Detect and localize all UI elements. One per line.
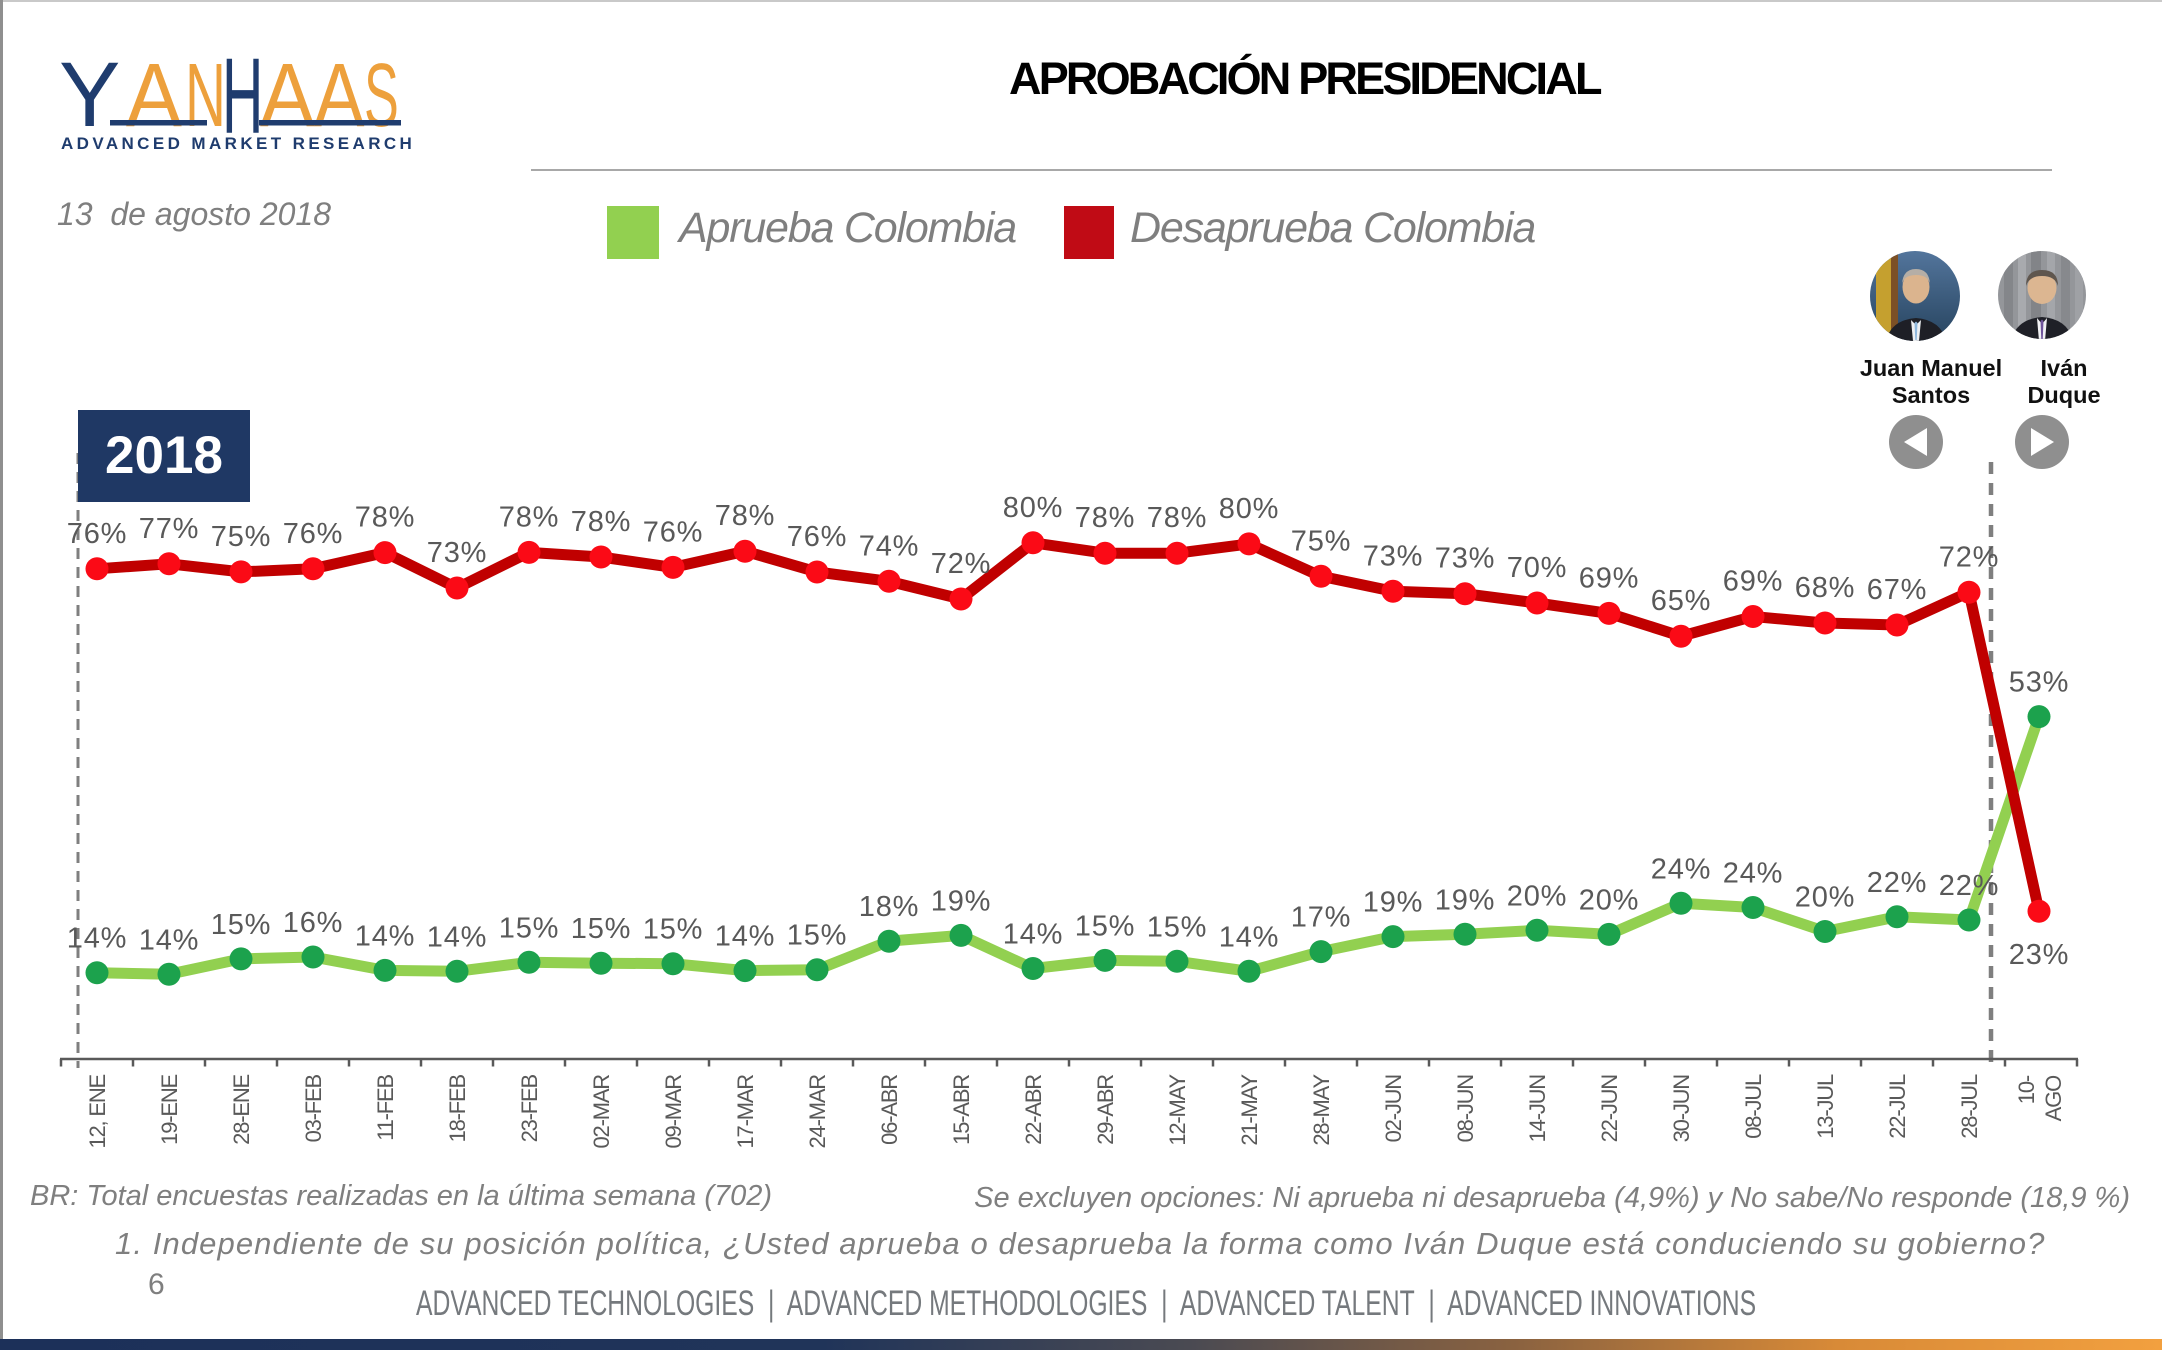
svg-text:28-ENE: 28-ENE (229, 1074, 254, 1144)
svg-text:67%: 67% (1867, 574, 1927, 606)
svg-text:15%: 15% (787, 920, 847, 952)
svg-text:08-JUN: 08-JUN (1453, 1075, 1478, 1143)
svg-text:18-FEB: 18-FEB (445, 1074, 470, 1142)
svg-text:19%: 19% (1435, 884, 1495, 916)
svg-text:28-MAY: 28-MAY (1309, 1073, 1334, 1145)
svg-text:14%: 14% (715, 921, 775, 953)
svg-text:78%: 78% (1075, 502, 1135, 534)
svg-text:76%: 76% (643, 516, 703, 548)
svg-text:14%: 14% (67, 923, 127, 955)
svg-text:15%: 15% (1075, 910, 1135, 942)
svg-text:75%: 75% (211, 521, 271, 553)
svg-text:12-MAY: 12-MAY (1165, 1073, 1190, 1145)
svg-text:23-FEB: 23-FEB (517, 1074, 542, 1142)
svg-text:73%: 73% (427, 537, 487, 569)
svg-text:65%: 65% (1651, 585, 1711, 617)
svg-text:H: H (222, 37, 263, 157)
svg-text:15-ABR: 15-ABR (949, 1075, 974, 1145)
svg-text:30-JUN: 30-JUN (1669, 1075, 1694, 1143)
svg-text:A: A (126, 45, 182, 145)
svg-text:14-JUN: 14-JUN (1525, 1075, 1550, 1143)
svg-text:S: S (364, 44, 399, 146)
svg-text:14%: 14% (139, 924, 199, 956)
svg-text:14%: 14% (1003, 919, 1063, 951)
svg-text:75%: 75% (1291, 525, 1351, 557)
svg-text:A: A (314, 45, 365, 146)
svg-text:72%: 72% (1939, 541, 1999, 573)
svg-text:06-ABR: 06-ABR (877, 1075, 902, 1145)
svg-text:02-MAR: 02-MAR (589, 1075, 614, 1149)
svg-text:14%: 14% (427, 921, 487, 953)
svg-text:03-FEB: 03-FEB (301, 1074, 326, 1142)
svg-text:76%: 76% (283, 518, 343, 550)
svg-text:19%: 19% (1363, 887, 1423, 919)
svg-text:80%: 80% (1219, 493, 1279, 525)
svg-text:15%: 15% (499, 912, 559, 944)
svg-text:22-ABR: 22-ABR (1021, 1075, 1046, 1145)
svg-text:08-JUL: 08-JUL (1741, 1074, 1766, 1139)
svg-text:73%: 73% (1363, 540, 1423, 572)
svg-text:78%: 78% (499, 501, 559, 533)
svg-text:16%: 16% (283, 907, 343, 939)
svg-text:69%: 69% (1579, 562, 1639, 594)
svg-text:22-JUN: 22-JUN (1597, 1075, 1622, 1143)
svg-text:10-: 10- (2014, 1075, 2039, 1104)
svg-text:18%: 18% (859, 891, 919, 923)
svg-text:21-MAY: 21-MAY (1237, 1073, 1262, 1145)
svg-text:24%: 24% (1723, 858, 1783, 890)
svg-text:N: N (185, 45, 226, 146)
svg-text:77%: 77% (139, 513, 199, 545)
svg-text:15%: 15% (211, 909, 271, 941)
svg-text:09-MAR: 09-MAR (661, 1075, 686, 1149)
svg-text:12, ENE: 12, ENE (85, 1074, 110, 1148)
svg-text:14%: 14% (355, 920, 415, 952)
svg-text:22%: 22% (1939, 870, 1999, 902)
svg-text:15%: 15% (571, 913, 631, 945)
svg-text:AGO: AGO (2041, 1075, 2066, 1121)
svg-text:19-ENE: 19-ENE (157, 1074, 182, 1144)
svg-text:72%: 72% (931, 548, 991, 580)
svg-text:14%: 14% (1219, 921, 1279, 953)
svg-text:24%: 24% (1651, 853, 1711, 885)
svg-text:15%: 15% (1147, 911, 1207, 943)
svg-text:78%: 78% (715, 500, 775, 532)
svg-text:24-MAR: 24-MAR (805, 1075, 830, 1149)
svg-text:20%: 20% (1795, 882, 1855, 914)
svg-text:69%: 69% (1723, 566, 1783, 598)
svg-text:02-JUN: 02-JUN (1381, 1075, 1406, 1143)
svg-text:22%: 22% (1867, 867, 1927, 899)
svg-text:11-FEB: 11-FEB (373, 1074, 398, 1140)
svg-text:53%: 53% (2009, 667, 2069, 699)
svg-text:78%: 78% (571, 506, 631, 538)
svg-text:29-ABR: 29-ABR (1093, 1075, 1118, 1145)
svg-text:80%: 80% (1003, 492, 1063, 524)
svg-text:74%: 74% (859, 530, 919, 562)
svg-text:20%: 20% (1579, 884, 1639, 916)
svg-text:76%: 76% (67, 518, 127, 550)
svg-text:17-MAR: 17-MAR (733, 1075, 758, 1149)
svg-text:17%: 17% (1291, 902, 1351, 934)
svg-text:20%: 20% (1507, 880, 1567, 912)
svg-text:15%: 15% (643, 914, 703, 946)
svg-text:Y: Y (59, 44, 120, 146)
svg-text:A: A (260, 45, 315, 145)
svg-text:76%: 76% (787, 521, 847, 553)
svg-text:19%: 19% (931, 885, 991, 917)
svg-text:23%: 23% (2009, 939, 2069, 971)
svg-text:28-JUL: 28-JUL (1957, 1074, 1982, 1139)
svg-text:78%: 78% (1147, 502, 1207, 534)
svg-text:70%: 70% (1507, 552, 1567, 584)
svg-text:13-JUL: 13-JUL (1813, 1074, 1838, 1139)
svg-text:73%: 73% (1435, 543, 1495, 575)
svg-text:78%: 78% (355, 502, 415, 534)
svg-text:22-JUL: 22-JUL (1885, 1074, 1910, 1139)
svg-text:68%: 68% (1795, 572, 1855, 604)
